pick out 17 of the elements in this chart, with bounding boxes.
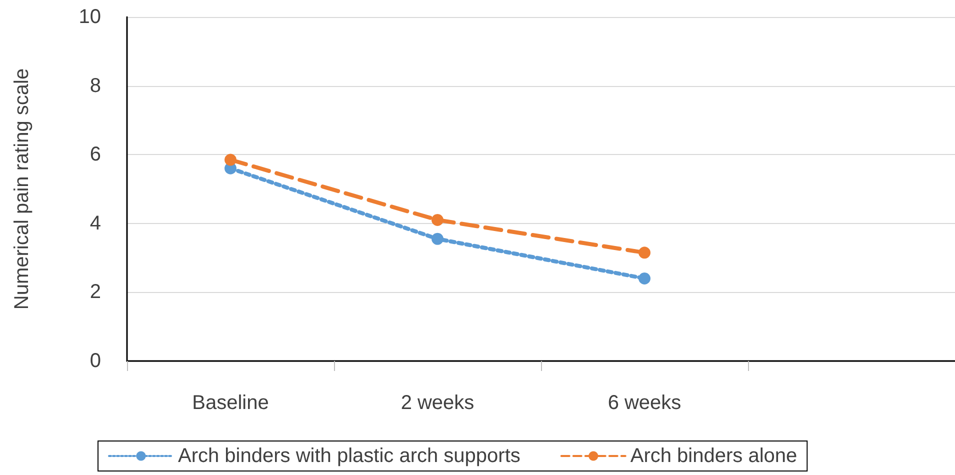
x-tick-label: 2 weeks: [400, 392, 474, 414]
point: [638, 246, 650, 259]
point: [638, 272, 650, 284]
y-tick-label: 6: [90, 144, 101, 166]
legend-label: Arch binders with plastic arch supports: [178, 445, 520, 467]
y-tick-label: 10: [78, 6, 101, 28]
x-tick-label: Baseline: [192, 392, 269, 414]
y-axis-title: Numerical pain rating scale: [11, 68, 33, 310]
y-tick-label: 0: [90, 350, 101, 372]
point: [432, 232, 444, 245]
legend-label: Arch binders alone: [630, 445, 798, 467]
y-tick-label: 8: [90, 74, 101, 97]
x-tick-label: 6 weeks: [608, 392, 682, 414]
point: [432, 214, 444, 226]
y-tick-label: 4: [90, 212, 101, 234]
y-tick-label: 2: [90, 281, 101, 304]
point: [224, 154, 236, 166]
